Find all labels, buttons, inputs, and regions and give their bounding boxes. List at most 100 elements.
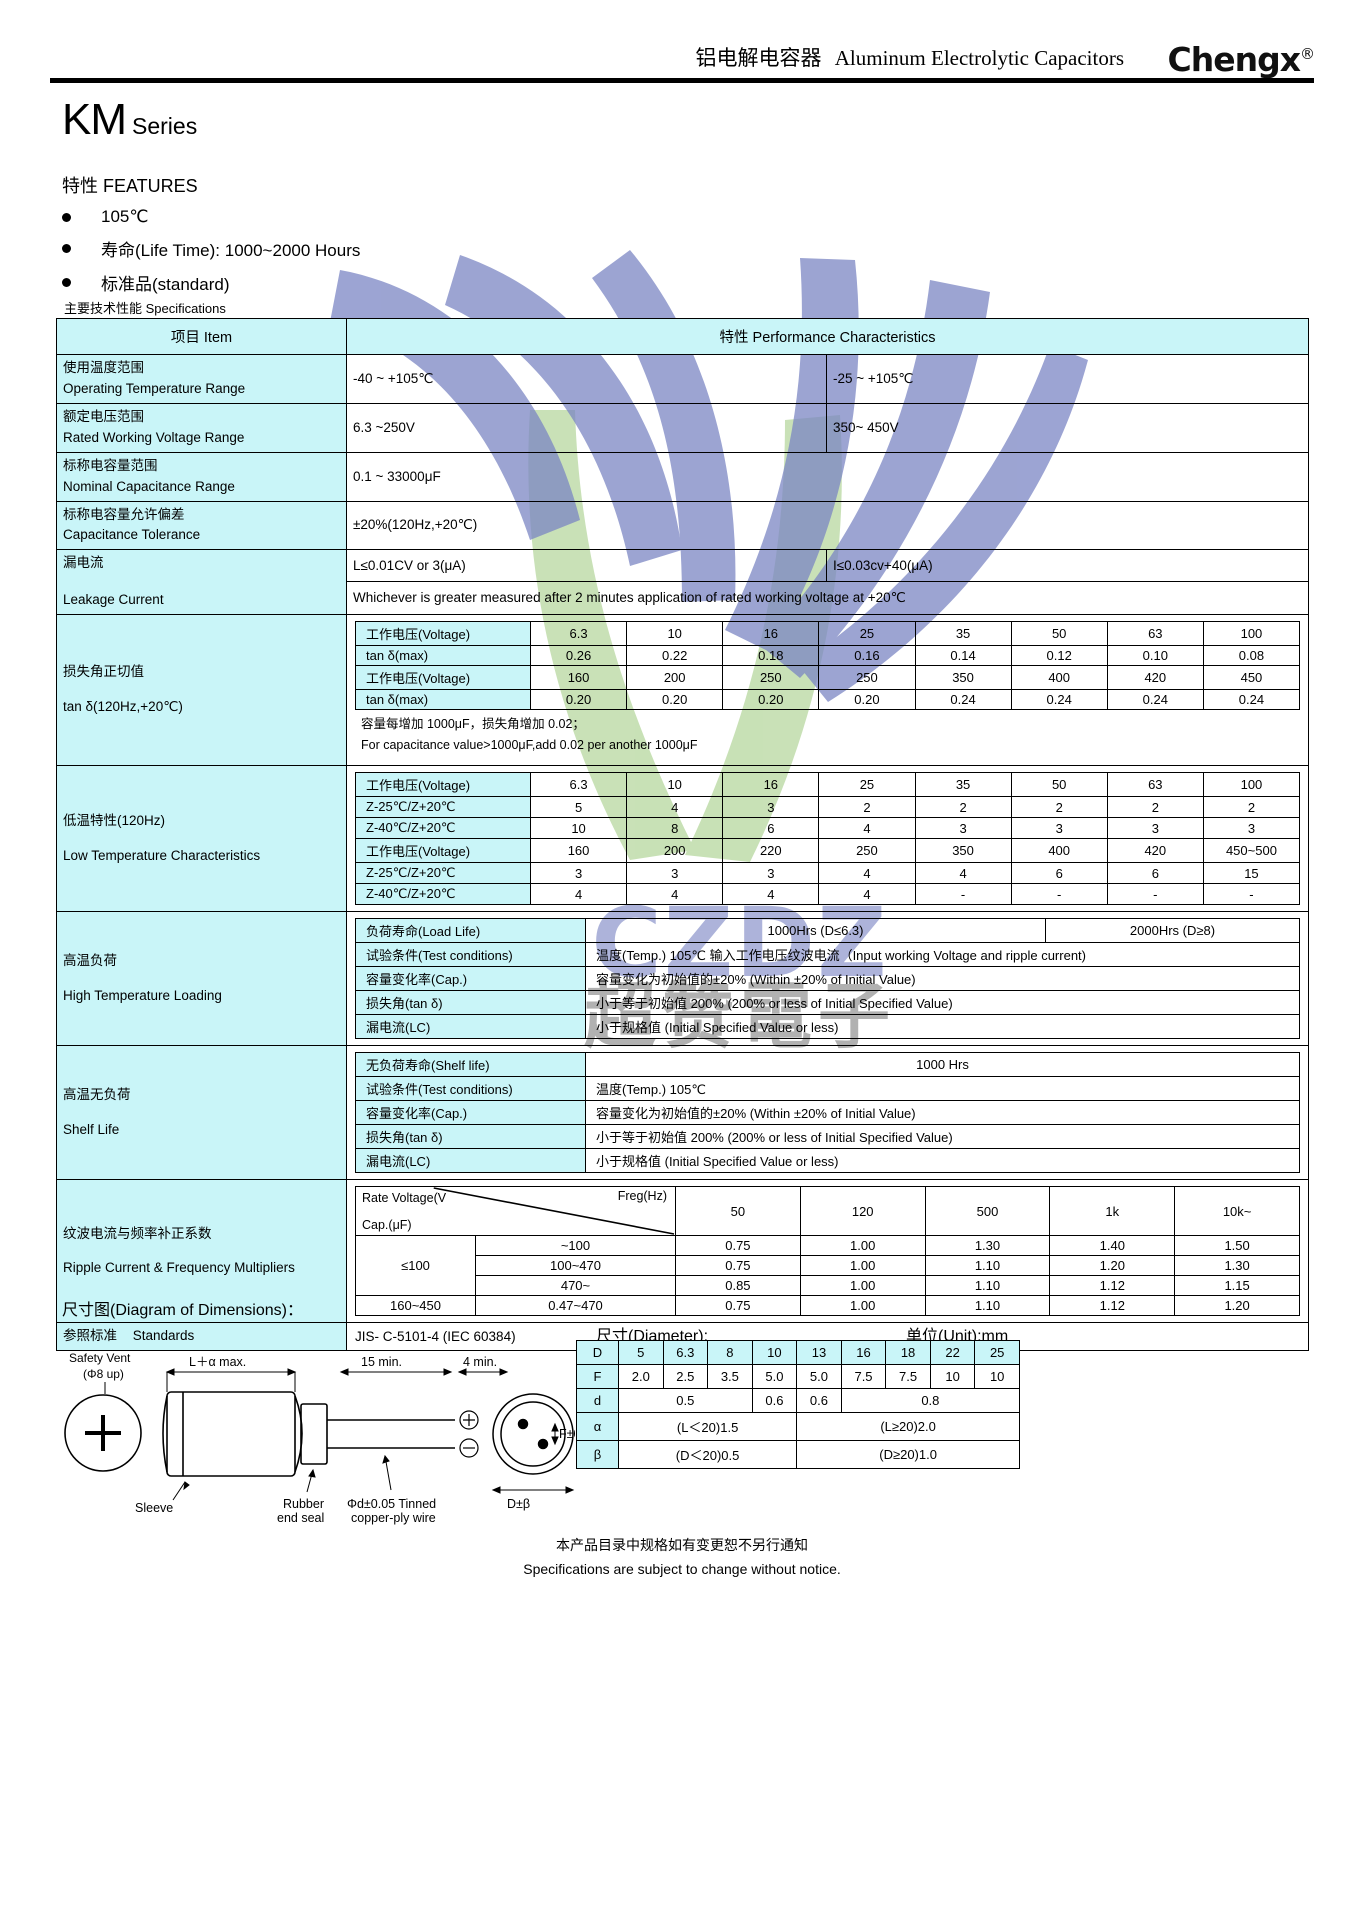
series-name: KM	[62, 95, 127, 144]
table-row: Z-40℃/Z+20℃ 10 8 6 4 3 3 3 3	[355, 817, 1301, 840]
feature-label: 105℃	[101, 207, 149, 226]
ripple-group-1: ≤100	[355, 1235, 476, 1297]
feature-item: 寿命(Life Time): 1000~2000 Hours	[62, 236, 360, 261]
brand-logo-text: Chengx	[1167, 40, 1301, 79]
table-row: 漏电流(LC) 小于规格值 (Initial Specified Value o…	[355, 1014, 1301, 1040]
table-row: D 5 6.3 8 10 13 16 18 22 25	[576, 1340, 1020, 1365]
row-label-standards: 参照标准 Standards	[56, 1322, 347, 1352]
table-row: α (L＜20)1.5 (L≥20)2.0	[576, 1412, 1020, 1441]
ripple-corner-freq-label: Freg(Hz)	[617, 1189, 667, 1204]
leakage-value-1: L≤0.01CV or 3(μA)	[346, 549, 827, 583]
row-label-capacitance-tolerance: 标称电容量允许偏差 Capacitance Tolerance	[56, 500, 347, 551]
bullet-icon	[62, 244, 71, 253]
table-row: 标称电容量范围 Nominal Capacitance Range 0.1 ~ …	[56, 451, 1310, 502]
header-title-cn: 铝电解电容器	[695, 46, 822, 70]
table-row: 使用温度范围 Operating Temperature Range -40 ~…	[56, 354, 1310, 404]
row-label-ripple-current: 纹波电流与频率补正系数 Ripple Current & Frequency M…	[56, 1179, 347, 1324]
table-row: 标称电容量允许偏差 Capacitance Tolerance ±20%(120…	[56, 500, 1310, 551]
ripple-group-2: 160~450	[355, 1295, 476, 1317]
leakage-note: Whichever is greater measured after 2 mi…	[345, 581, 1310, 616]
high-temp-loading-block: 负荷寿命(Load Life) 1000Hrs (D≤6.3) 2000Hrs …	[345, 911, 1310, 1047]
footer: 本产品目录中规格如有变更恕不另行通知 Specifications are su…	[0, 1534, 1364, 1582]
col-item-header: 项目 Item	[56, 318, 347, 355]
table-row: β (D＜20)0.5 (D≥20)1.0	[576, 1440, 1020, 1469]
table-row: 容量变化率(Cap.) 容量变化为初始值的±20% (Within ±20% o…	[355, 1100, 1301, 1126]
svg-text:end seal: end seal	[277, 1511, 324, 1525]
table-row: 低温特性(120Hz) Low Temperature Characterist…	[56, 765, 1310, 913]
label-l-alpha: L＋α max.	[189, 1355, 246, 1369]
table-row: 160~450 0.47~470 0.75 1.00 1.10 1.12 1.2…	[355, 1295, 1301, 1317]
dimensions-diagram: Safety Vent (Φ8 up)	[55, 1330, 591, 1525]
ripple-corner-voltage-label: Rate Voltage(V	[362, 1191, 447, 1206]
specifications-table: 项目 Item 特性 Performance Characteristics 使…	[56, 318, 1310, 1352]
row-label-capacitance-range: 标称电容量范围 Nominal Capacitance Range	[56, 451, 347, 502]
row-label-operating-temp: 使用温度范围 Operating Temperature Range	[56, 354, 347, 404]
table-row: 高温负荷 High Temperature Loading 负荷寿命(Load …	[56, 911, 1310, 1047]
table-row: 工作电压(Voltage) 6.3 10 16 25 35 50 63 100	[355, 772, 1301, 798]
bullet-icon	[62, 278, 71, 287]
spec-table-caption: 主要技术性能 Specifications	[64, 301, 226, 316]
table-row: 漏电流 Leakage Current L≤0.01CV or 3(μA) I≤…	[56, 549, 1310, 616]
label-sleeve: Sleeve	[135, 1501, 173, 1515]
ripple-corner-cap-label: Cap.(μF)	[362, 1218, 412, 1233]
label-safety-vent: Safety Vent	[69, 1351, 131, 1365]
table-row: 漏电流(LC) 小于规格值 (Initial Specified Value o…	[355, 1148, 1301, 1174]
capacitance-range-value: 0.1 ~ 33000μF	[345, 451, 1310, 502]
table-row: Z-25℃/Z+20℃ 3 3 3 4 4 6 6 15	[355, 862, 1301, 885]
ripple-table: Rate Voltage(V Cap.(μF) Freg(Hz) 50 120 …	[355, 1186, 1301, 1317]
table-row: 470~ 0.85 1.00 1.10 1.12 1.15	[356, 1275, 1301, 1297]
svg-text:(Φ8 up): (Φ8 up)	[83, 1367, 124, 1381]
bullet-icon	[62, 212, 71, 222]
table-row: 额定电压范围 Rated Working Voltage Range 6.3 ~…	[56, 402, 1310, 453]
ripple-corner-cell: Rate Voltage(V Cap.(μF) Freg(Hz)	[355, 1186, 676, 1237]
feature-label: 寿命(Life Time): 1000~2000 Hours	[101, 241, 361, 260]
footer-en: Specifications are subject to change wit…	[523, 1560, 841, 1577]
table-row: 工作电压(Voltage) 160 200 250 250 350 400 42…	[355, 665, 1301, 691]
table-row: d 0.5 0.6 0.6 0.8	[576, 1388, 1021, 1413]
table-row: 高温无负荷 Shelf Life 无负荷寿命(Shelf life) 1000 …	[56, 1045, 1310, 1181]
table-row: 负荷寿命(Load Life) 1000Hrs (D≤6.3) 2000Hrs …	[355, 918, 1301, 944]
table-row: ≤100 ~100 0.75 1.00 1.30 1.40 1.50	[355, 1235, 1301, 1297]
table-header-row: 项目 Item 特性 Performance Characteristics	[56, 318, 1310, 355]
label-rubber: Rubber	[283, 1497, 324, 1511]
label-4min: 4 min.	[463, 1355, 497, 1369]
series-suffix: Series	[132, 113, 198, 139]
table-row: F 2.0 2.5 3.5 5.0 5.0 7.5 7.5 10 10	[576, 1364, 1020, 1389]
low-temperature-block: 工作电压(Voltage) 6.3 10 16 25 35 50 63 100 …	[345, 765, 1310, 913]
dimensions-heading: 尺寸图(Diagram of Dimensions)：	[62, 1302, 303, 1319]
feature-label: 标准品(standard)	[101, 275, 230, 294]
row-label-tan-delta: 损失角正切值 tan δ(120Hz,+20℃)	[56, 614, 347, 767]
row-label-leakage-current: 漏电流 Leakage Current	[56, 549, 347, 616]
table-row: tan δ(max) 0.20 0.20 0.20 0.20 0.24 0.24…	[355, 689, 1301, 711]
table-row: 纹波电流与频率补正系数 Ripple Current & Frequency M…	[56, 1179, 1310, 1324]
leakage-value-2: I≤0.03cv+40(μA)	[825, 549, 1310, 583]
shelf-life-block: 无负荷寿命(Shelf life) 1000 Hrs 试验条件(Test con…	[345, 1045, 1310, 1181]
label-wire: Φd±0.05 Tinned	[347, 1497, 436, 1511]
series-title: KM Series	[62, 95, 197, 145]
table-row: Rate Voltage(V Cap.(μF) Freg(Hz) 50 120 …	[355, 1186, 1301, 1237]
header-rule	[50, 78, 1314, 83]
brand-logo: Chengx®	[1167, 40, 1316, 79]
high-temp-loading-table: 负荷寿命(Load Life) 1000Hrs (D≤6.3) 2000Hrs …	[355, 918, 1301, 1040]
tan-delta-note: 容量每增加 1000μF，损失角增加 0.02； For capacitance…	[361, 717, 698, 752]
row-label-high-temp-loading: 高温负荷 High Temperature Loading	[56, 911, 347, 1047]
tan-delta-table: 工作电压(Voltage) 6.3 10 16 25 35 50 63 100 …	[355, 621, 1301, 711]
row-label-low-temperature: 低温特性(120Hz) Low Temperature Characterist…	[56, 765, 347, 913]
table-row: Z-40℃/Z+20℃ 4 4 4 4 - - - -	[355, 883, 1301, 906]
voltage-range-value-2: 350~ 450V	[825, 402, 1310, 453]
table-row: 损失角(tan δ) 小于等于初始值 200% (200% or less of…	[355, 1124, 1301, 1150]
row-label-voltage-range: 额定电压范围 Rated Working Voltage Range	[56, 402, 347, 453]
svg-text:copper-ply wire: copper-ply wire	[351, 1511, 436, 1525]
tan-delta-block: 工作电压(Voltage) 6.3 10 16 25 35 50 63 100 …	[345, 614, 1310, 767]
feature-item: 标准品(standard)	[62, 270, 360, 295]
label-f-tolerance: F±0.5	[559, 1427, 575, 1441]
table-row: 工作电压(Voltage) 6.3 10 16 25 35 50 63 100	[355, 621, 1301, 647]
capacitance-tolerance-value: ±20%(120Hz,+20℃)	[345, 500, 1310, 551]
table-row: tan δ(max) 0.26 0.22 0.18 0.16 0.14 0.12…	[355, 645, 1301, 667]
table-row: 工作电压(Voltage) 160 200 220 250 350 400 42…	[355, 838, 1301, 864]
op-temp-value-1: -40 ~ +105℃	[346, 354, 827, 404]
table-row: Z-25℃/Z+20℃ 5 4 3 2 2 2 2 2	[355, 796, 1301, 819]
shelf-life-table: 无负荷寿命(Shelf life) 1000 Hrs 试验条件(Test con…	[355, 1052, 1301, 1174]
features-heading: 特性 FEATURES	[62, 176, 198, 196]
table-row: 试验条件(Test conditions) 温度(Temp.) 105℃	[355, 1076, 1301, 1102]
